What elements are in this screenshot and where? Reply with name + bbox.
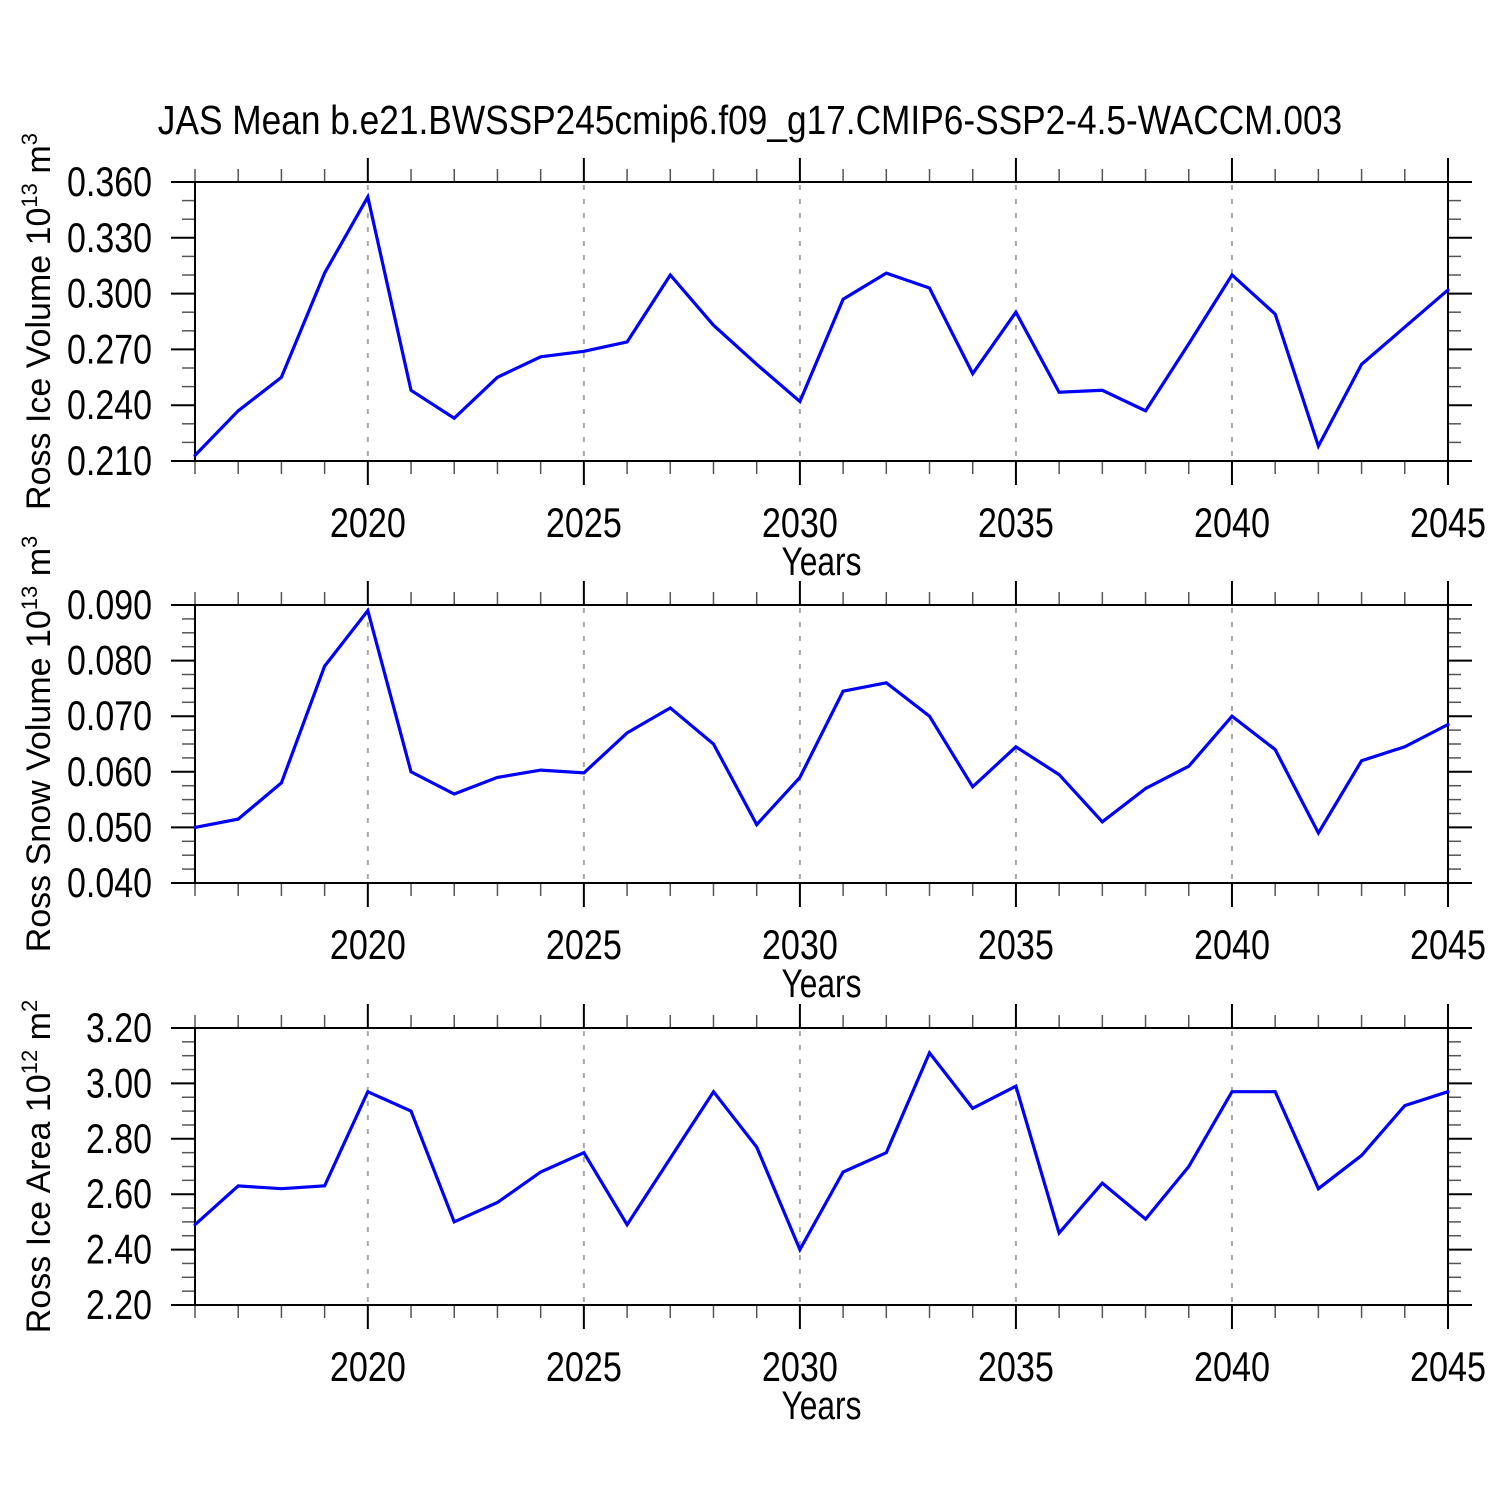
y-tick-label: 2.40 [86, 1226, 152, 1273]
x-tick-label-2035: 2035 [978, 921, 1054, 968]
data-line-ross-snow-volume [193, 607, 1450, 837]
y-tick-label: 0.210 [67, 437, 152, 484]
x-tick-label-2045: 2045 [1410, 499, 1486, 546]
x-tick-label-2040: 2040 [1194, 1343, 1270, 1390]
x-tick-label-2035: 2035 [978, 499, 1054, 546]
data-line-ross-ice-area [193, 1049, 1450, 1254]
panel-ross-ice-volume: 0.210 0.240 0.270 0.300 0.330 0.360 2020 2025 20… [17, 133, 1486, 584]
y-tick-label: 0.360 [67, 158, 152, 205]
y-tick-label: 0.090 [67, 581, 152, 628]
x-axis-label: Years [782, 962, 862, 1006]
x-tick-label-2040: 2040 [1194, 921, 1270, 968]
y-tick-label: 0.040 [67, 859, 152, 906]
y-axis-label-ross-ice-area: Ross Ice Area 1012 m2 [17, 1000, 58, 1333]
panel-ross-snow-volume: 0.040 0.050 0.060 0.070 0.080 0.090 2020 2025 20… [17, 536, 1486, 1006]
x-axis-label: Years [782, 1384, 862, 1428]
x-tick-label-2020: 2020 [330, 921, 406, 968]
chart-title: JAS Mean b.e21.BWSSP245cmip6.f09_g17.CMI… [157, 97, 1343, 143]
x-tick-label-2020: 2020 [330, 1343, 406, 1390]
plot-frame [194, 1027, 1449, 1306]
x-tick-label-2025: 2025 [546, 921, 622, 968]
y-tick-label: 0.330 [67, 214, 152, 261]
y-axis-label-ross-snow-volume: Ross Snow Volume 1013 m3 [17, 536, 58, 953]
x-axis-label: Years [782, 540, 862, 584]
y-tick-label: 2.20 [86, 1281, 152, 1328]
y-tick-label: 3.20 [86, 1004, 152, 1051]
y-tick-label: 2.60 [86, 1170, 152, 1217]
y-tick-label: 0.270 [67, 325, 152, 372]
x-tick-label-2030: 2030 [762, 921, 838, 968]
x-tick-label-2025: 2025 [546, 499, 622, 546]
x-tick-label-2025: 2025 [546, 1343, 622, 1390]
plot-frame [194, 604, 1449, 884]
data-line-ross-ice-volume [193, 192, 1450, 457]
y-tick-label: 2.80 [86, 1115, 152, 1162]
y-tick-label: 3.00 [86, 1059, 152, 1106]
y-tick-label: 0.070 [67, 692, 152, 739]
x-tick-label-2035: 2035 [978, 1343, 1054, 1390]
plot-frame [194, 181, 1449, 462]
x-tick-label-2045: 2045 [1410, 1343, 1486, 1390]
x-tick-label-2040: 2040 [1194, 499, 1270, 546]
y-tick-label: 0.300 [67, 270, 152, 317]
x-tick-label-2030: 2030 [762, 499, 838, 546]
x-tick-label-2030: 2030 [762, 1343, 838, 1390]
x-tick-label-2045: 2045 [1410, 921, 1486, 968]
panel-ross-ice-area: 2.20 2.40 2.60 2.80 3.00 3.20 2020 2025 2030 2035… [17, 1000, 1486, 1428]
x-tick-label-2020: 2020 [330, 499, 406, 546]
y-tick-label: 0.060 [67, 748, 152, 795]
y-tick-label: 0.050 [67, 803, 152, 850]
y-tick-label: 0.240 [67, 381, 152, 428]
y-tick-label: 0.080 [67, 637, 152, 684]
y-axis-label-ross-ice-volume: Ross Ice Volume 1013 m3 [17, 133, 58, 510]
